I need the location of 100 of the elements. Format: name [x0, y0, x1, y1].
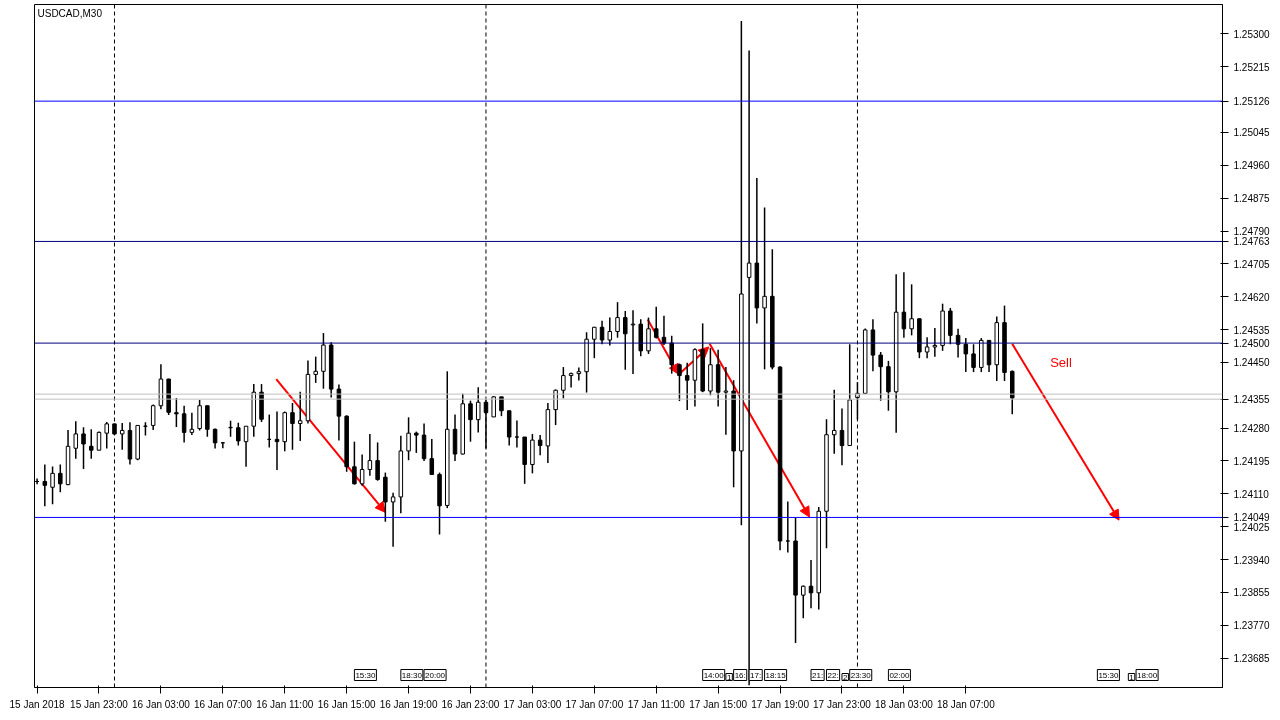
candlestick [762, 206, 767, 371]
x-tick-label: 16 Jan 11:00 [256, 698, 314, 710]
candlestick [81, 426, 86, 470]
candlestick [971, 343, 976, 373]
y-tick-label: 1.24450 [1233, 357, 1271, 369]
candlestick [607, 316, 613, 347]
ref-line-label: 1.24763 [1233, 236, 1271, 248]
candlestick [677, 362, 682, 402]
ref-line-label: 1.25126 [1233, 96, 1271, 108]
candlestick [390, 491, 396, 548]
candlestick [119, 422, 125, 451]
candlestick [104, 421, 109, 450]
x-tick-label: 17 Jan 03:00 [503, 698, 562, 710]
candlestick [58, 463, 63, 494]
candlestick [653, 306, 659, 340]
candlestick [189, 411, 195, 436]
candlestick [181, 404, 187, 444]
candlestick [831, 389, 837, 455]
candlestick [150, 403, 156, 431]
ref-line-label: 1.24355 [1233, 394, 1271, 406]
candlestick [932, 327, 938, 358]
candlestick [468, 399, 473, 443]
annotation: 18:15 [765, 670, 787, 680]
annotation: 23:30 [850, 670, 872, 680]
candlestick [901, 271, 907, 339]
chart-title: USDCAD,M30 [37, 7, 103, 19]
candlestick [878, 351, 883, 402]
candlestick [313, 355, 318, 384]
candlestick [924, 336, 930, 359]
candlestick [205, 404, 210, 438]
candlestick [406, 416, 411, 461]
annotation: 1 [1129, 672, 1135, 682]
y-tick-label: 1.23940 [1233, 554, 1271, 566]
y-tick-label: 1.24790 [1233, 226, 1271, 238]
x-tick-label: 15 Jan 2018 [9, 698, 66, 710]
candlestick [592, 326, 597, 359]
annotation: 21: [812, 670, 824, 680]
y-tick-label: 1.24535 [1233, 324, 1271, 336]
candlestick [568, 371, 574, 389]
annotation: 02:00 [889, 670, 910, 680]
candlestick [236, 421, 241, 447]
x-tick-label: 18 Jan 07:00 [936, 698, 996, 710]
x-tick-label: 17 Jan 11:00 [627, 698, 686, 710]
candlestick [414, 430, 419, 454]
x-tick-label: 17 Jan 19:00 [751, 698, 810, 710]
y-tick-label: 1.25215 [1233, 61, 1271, 73]
candlestick [475, 386, 481, 434]
y-tick-label: 1.24280 [1233, 423, 1271, 435]
y-tick-label: 1.23685 [1233, 653, 1271, 665]
annotation: 20:00 [425, 670, 446, 680]
candlestick [297, 391, 303, 442]
y-tick-label: 1.24875 [1233, 193, 1271, 205]
candlestick [623, 310, 628, 371]
candlestick [615, 301, 620, 339]
y-tick-label: 1.23770 [1233, 620, 1271, 632]
candlestick [963, 337, 969, 373]
y-tick-label: 1.24705 [1233, 258, 1271, 270]
ref-line-label: 1.24049 [1233, 512, 1271, 524]
annotation: 16: [734, 670, 746, 680]
candlestick [174, 397, 179, 428]
x-tick-label: 16 Jan 19:00 [379, 698, 438, 710]
candlestick [42, 463, 48, 507]
y-tick-label: 1.24195 [1233, 455, 1271, 467]
candlestick [50, 465, 55, 506]
y-tick-label: 1.24025 [1233, 521, 1271, 533]
candlestick [723, 366, 729, 436]
candlestick [630, 309, 636, 375]
annotation: 22: [827, 670, 839, 680]
candlestick [537, 434, 543, 456]
x-tick-label: 18 Jan 03:00 [874, 698, 934, 710]
candlestick [88, 428, 94, 460]
candlestick [352, 440, 357, 486]
candlestick [359, 453, 365, 487]
candlestick [429, 438, 435, 476]
y-tick-label: 1.25045 [1233, 127, 1271, 139]
x-tick-label: 16 Jan 03:00 [132, 698, 191, 710]
annotation: 17: [750, 670, 762, 680]
x-tick-label: 16 Jan 15:00 [317, 698, 377, 710]
x-tick-label: 16 Jan 23:00 [441, 698, 500, 710]
candlestick [684, 362, 690, 411]
candlestick [669, 335, 674, 375]
candlestick [561, 366, 566, 400]
candlestick [909, 283, 914, 337]
y-tick-label: 1.24960 [1233, 160, 1271, 172]
candlestick [367, 433, 373, 477]
annotation: 15:30 [355, 670, 376, 680]
x-tick-label: 16 Jan 07:00 [193, 698, 253, 710]
candlestick [785, 500, 791, 554]
candlestick [576, 366, 582, 382]
x-tick-label: 15 Jan 23:00 [70, 698, 129, 710]
annotation: 18:30 [401, 670, 423, 680]
annotation: 14:00 [703, 670, 725, 680]
x-tick-label: 17 Jan 23:00 [813, 698, 872, 710]
candlestick [197, 399, 202, 432]
x-tick-label: 17 Jan 15:00 [689, 698, 748, 710]
annotation: 2 [842, 672, 848, 682]
candlestick [646, 316, 651, 355]
candlestick [290, 402, 295, 451]
x-tick-label: 17 Jan 07:00 [565, 698, 624, 710]
y-tick-label: 1.23855 [1233, 587, 1271, 599]
